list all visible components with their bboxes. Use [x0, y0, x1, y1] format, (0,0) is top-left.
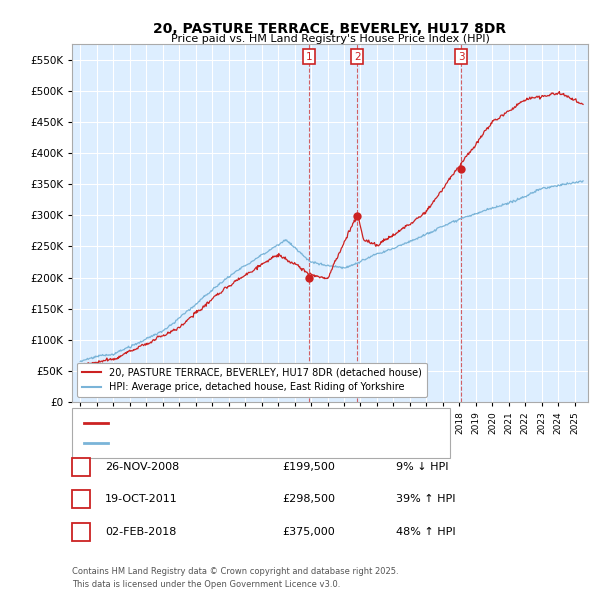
Text: Price paid vs. HM Land Registry's House Price Index (HPI): Price paid vs. HM Land Registry's House … — [170, 34, 490, 44]
Text: 19-OCT-2011: 19-OCT-2011 — [105, 494, 178, 504]
Text: 1: 1 — [306, 52, 313, 62]
Text: 9% ↓ HPI: 9% ↓ HPI — [396, 462, 449, 472]
Text: 3: 3 — [77, 527, 85, 537]
Text: £298,500: £298,500 — [282, 494, 335, 504]
Text: 2: 2 — [354, 52, 361, 62]
Text: 48% ↑ HPI: 48% ↑ HPI — [396, 527, 455, 537]
Text: £375,000: £375,000 — [282, 527, 335, 537]
Text: This data is licensed under the Open Government Licence v3.0.: This data is licensed under the Open Gov… — [72, 579, 340, 589]
Text: Contains HM Land Registry data © Crown copyright and database right 2025.: Contains HM Land Registry data © Crown c… — [72, 566, 398, 576]
Text: 3: 3 — [458, 52, 464, 62]
Text: 26-NOV-2008: 26-NOV-2008 — [105, 462, 179, 472]
Text: £199,500: £199,500 — [282, 462, 335, 472]
Text: 1: 1 — [77, 462, 85, 472]
Legend: 20, PASTURE TERRACE, BEVERLEY, HU17 8DR (detached house), HPI: Average price, de: 20, PASTURE TERRACE, BEVERLEY, HU17 8DR … — [77, 362, 427, 397]
Text: 20, PASTURE TERRACE, BEVERLEY, HU17 8DR (detached house): 20, PASTURE TERRACE, BEVERLEY, HU17 8DR … — [114, 418, 446, 428]
Text: 02-FEB-2018: 02-FEB-2018 — [105, 527, 176, 537]
Text: 20, PASTURE TERRACE, BEVERLEY, HU17 8DR: 20, PASTURE TERRACE, BEVERLEY, HU17 8DR — [154, 22, 506, 36]
Text: 2: 2 — [77, 494, 85, 504]
Text: 39% ↑ HPI: 39% ↑ HPI — [396, 494, 455, 504]
Text: HPI: Average price, detached house, East Riding of Yorkshire: HPI: Average price, detached house, East… — [114, 438, 430, 448]
